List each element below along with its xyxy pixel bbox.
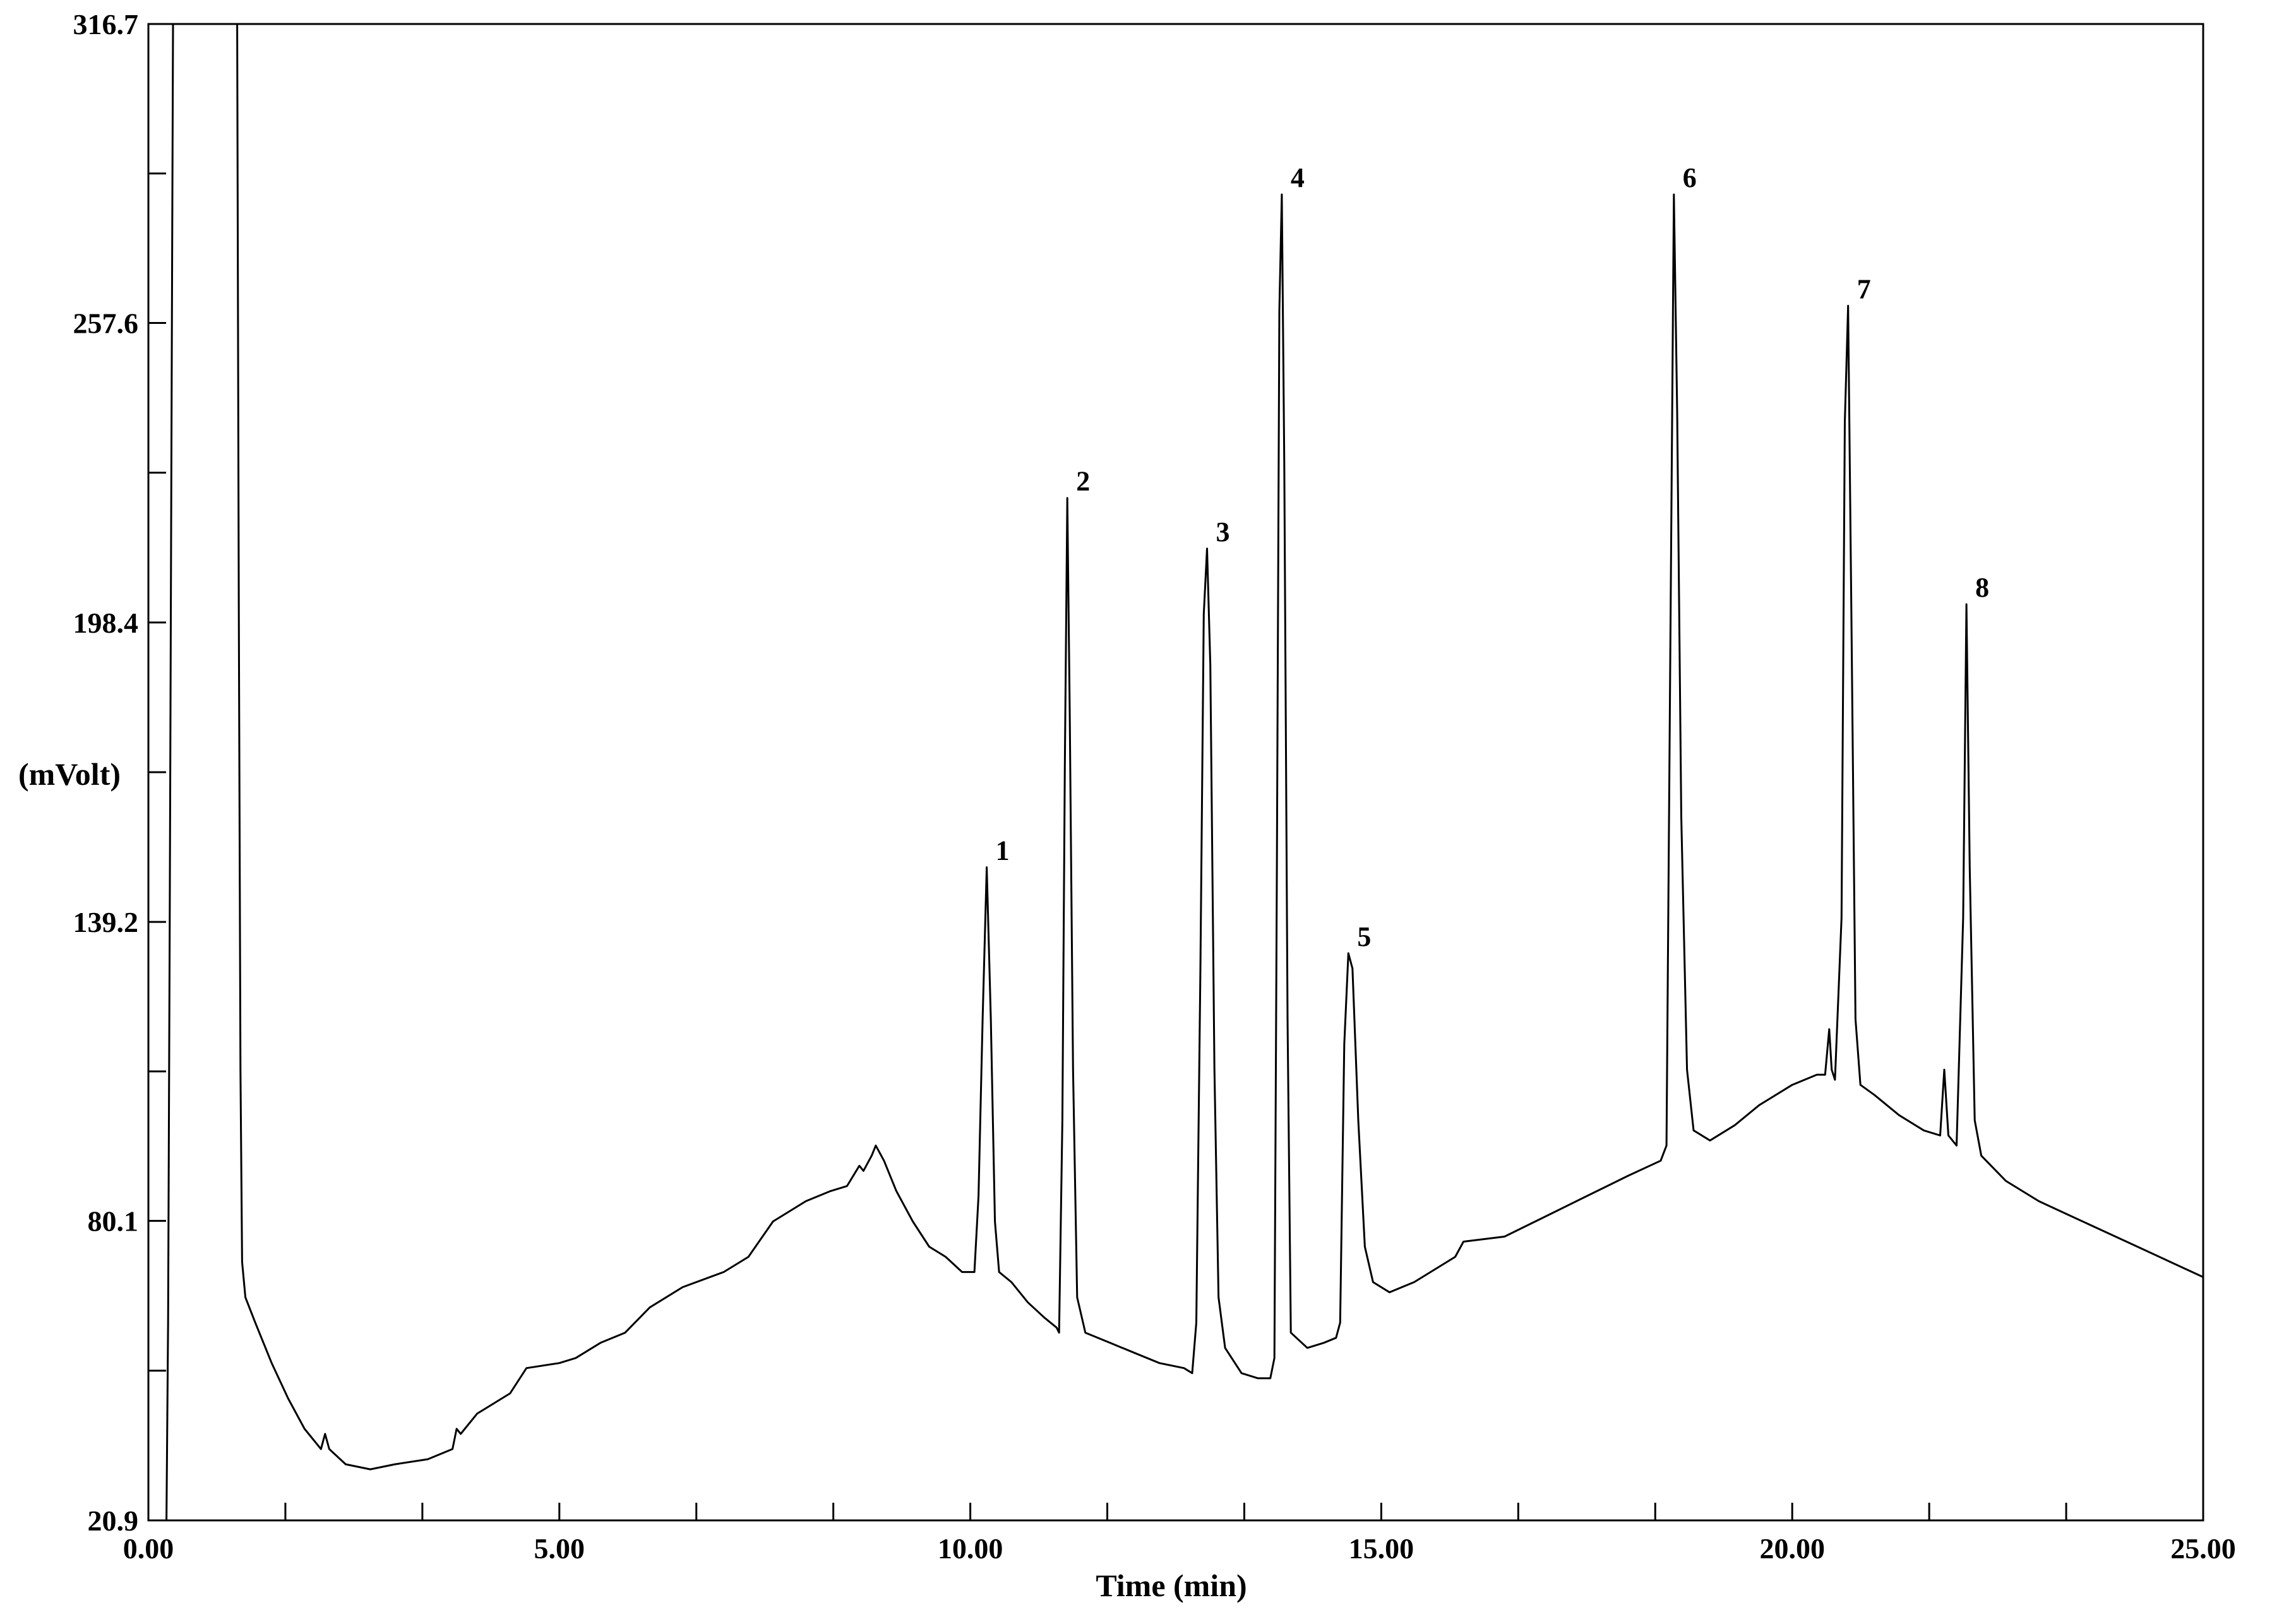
peak-label: 6 — [1683, 162, 1697, 193]
peak-label: 8 — [1975, 572, 1989, 603]
peak-label: 4 — [1291, 162, 1305, 193]
x-tick-label: 10.00 — [938, 1532, 1003, 1565]
y-axis: 20.9 80.1 139.2 198.4 257.6 316.7 — [73, 8, 166, 1537]
x-tick-label: 0.00 — [123, 1532, 174, 1565]
peak-label: 1 — [996, 835, 1010, 866]
peak-label: 3 — [1216, 516, 1229, 547]
x-axis-title: Time (min) — [1096, 1568, 1247, 1603]
peak-label: 5 — [1357, 921, 1371, 952]
peak-label: 2 — [1076, 466, 1090, 497]
y-tick-label: 80.1 — [88, 1205, 139, 1238]
peak-label: 7 — [1857, 273, 1871, 304]
plot-frame — [147, 23, 2204, 1522]
y-tick-label: 316.7 — [73, 8, 139, 40]
peak-labels: 1 2 3 4 5 6 7 8 — [996, 162, 1990, 952]
x-tick-label: 5.00 — [534, 1532, 585, 1565]
y-tick-label: 139.2 — [73, 906, 139, 938]
x-tick-label: 25.00 — [2170, 1532, 2236, 1565]
y-tick-label: 20.9 — [88, 1505, 139, 1537]
series-layer — [165, 23, 2204, 1521]
x-tick-label: 15.00 — [1349, 1532, 1414, 1565]
x-axis: 0.00 5.00 10.00 15.00 20.00 25.00 — [123, 1503, 2236, 1565]
y-tick-label: 198.4 — [73, 607, 139, 639]
chromatogram-trace — [165, 23, 2204, 1521]
y-axis-title: (mVolt) — [18, 756, 121, 792]
x-tick-label: 20.00 — [1759, 1532, 1825, 1565]
y-tick-label: 257.6 — [73, 307, 139, 340]
